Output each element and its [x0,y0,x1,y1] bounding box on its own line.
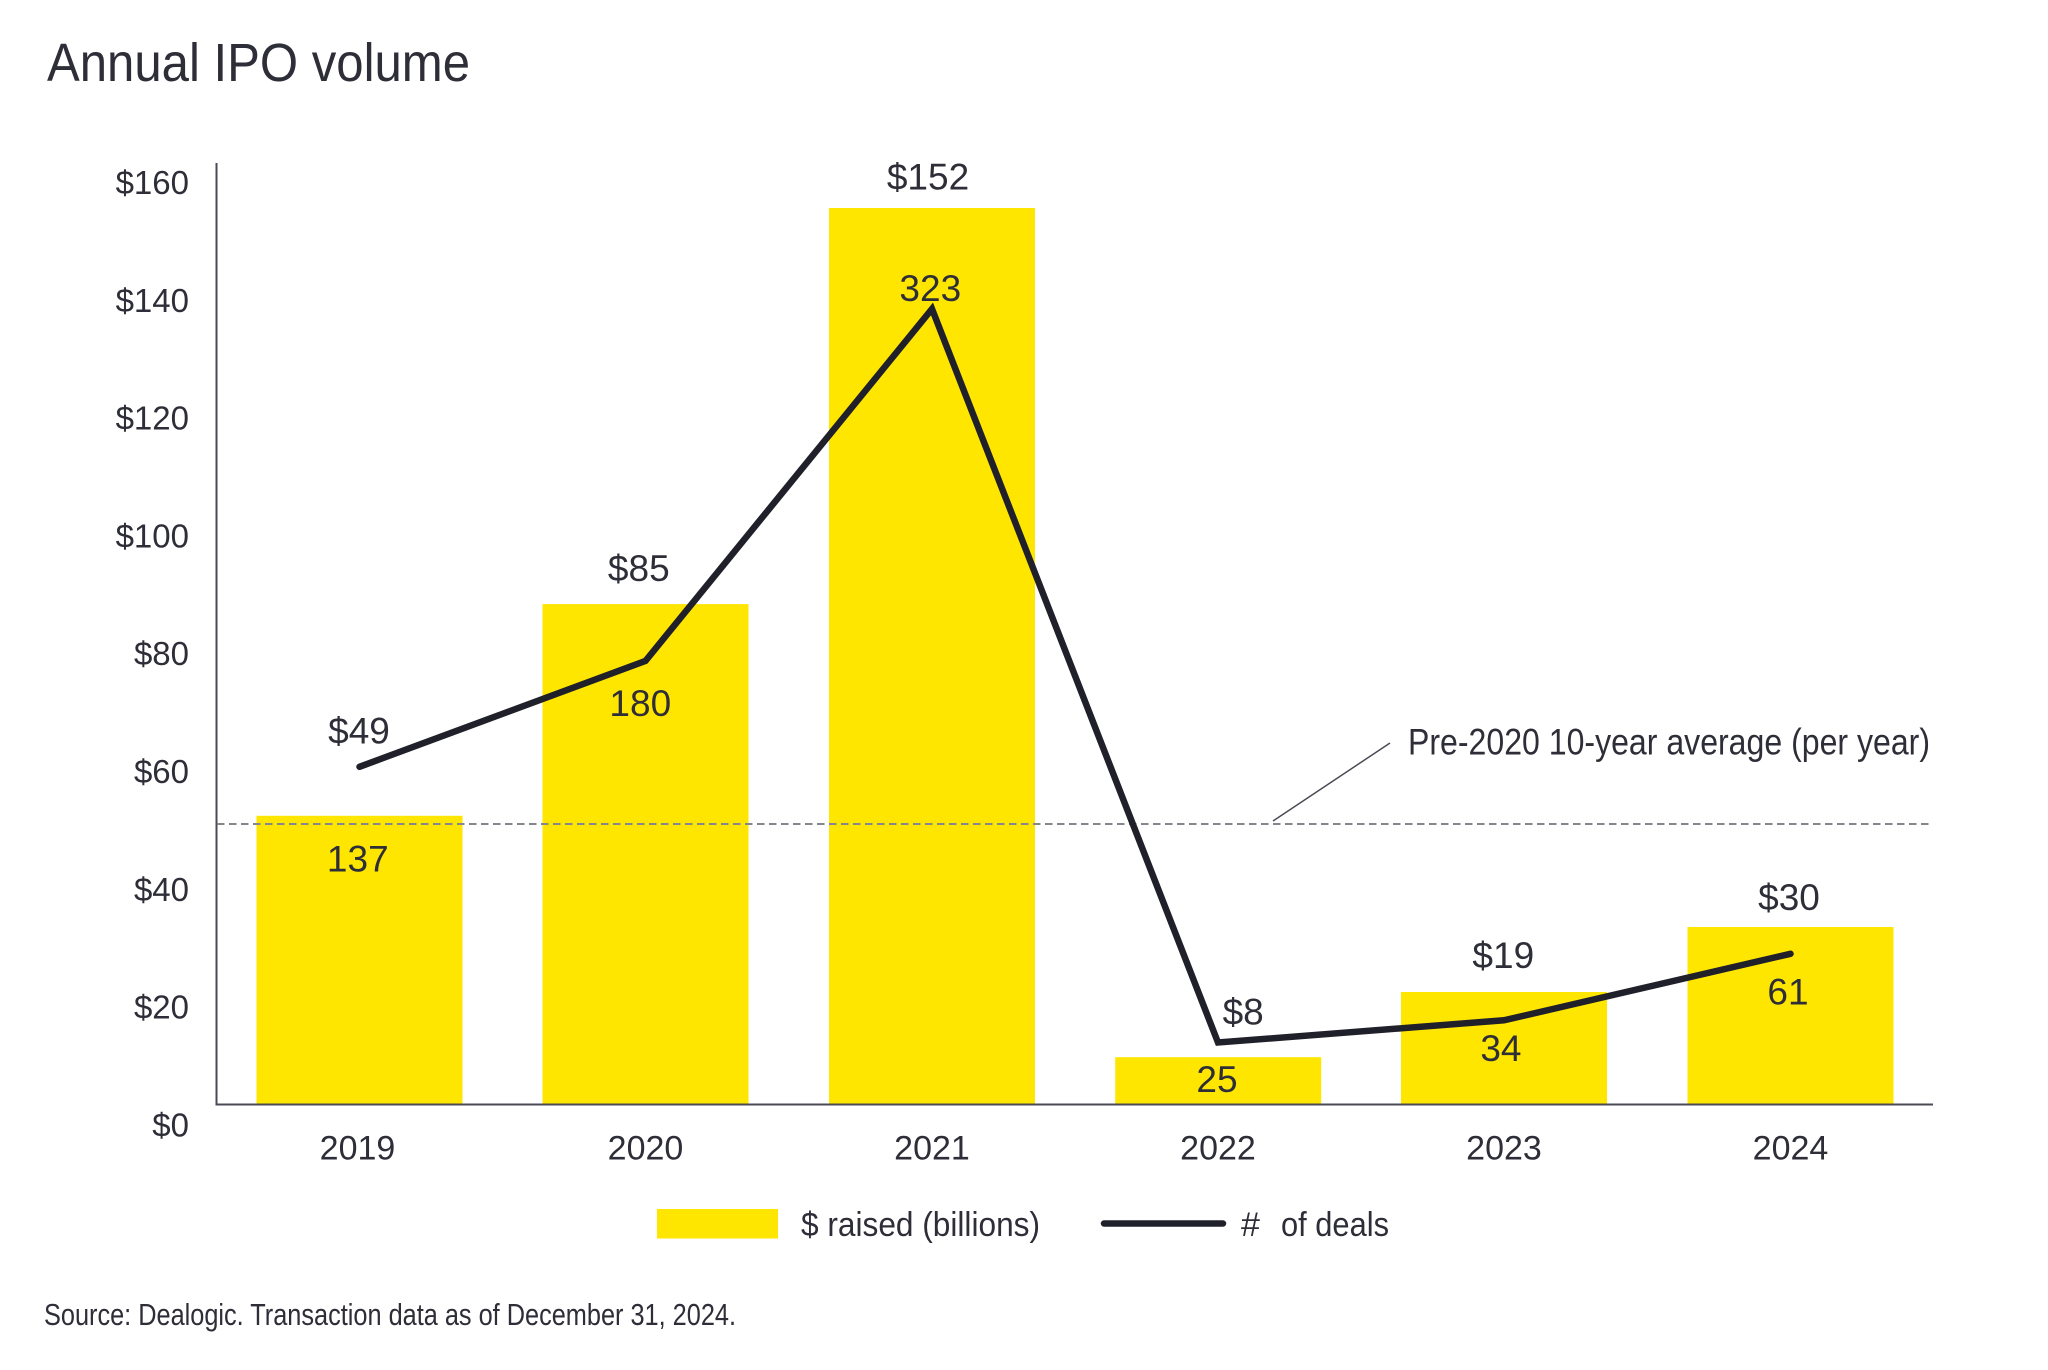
svg-text:$152: $152 [887,157,969,198]
svg-text:137: 137 [327,839,389,880]
svg-text:2019: 2019 [320,1129,396,1167]
svg-text:$100: $100 [116,517,189,554]
svg-text:$80: $80 [134,635,189,672]
svg-text:$85: $85 [608,548,670,589]
svg-text:$19: $19 [1472,935,1534,976]
svg-text:$40: $40 [134,871,189,908]
svg-text:61: 61 [1767,971,1808,1012]
svg-text:$ raised (billions): $ raised (billions) [801,1206,1040,1244]
svg-text:Annual IPO volume: Annual IPO volume [47,33,470,93]
svg-text:$49: $49 [328,711,390,752]
svg-text:$160: $160 [116,164,189,201]
svg-text:#: # [1241,1206,1260,1244]
svg-text:$20: $20 [134,989,189,1026]
svg-text:34: 34 [1480,1028,1521,1069]
svg-text:$0: $0 [152,1107,189,1144]
svg-text:2020: 2020 [608,1129,684,1167]
svg-text:$8: $8 [1223,992,1264,1033]
svg-text:180: 180 [609,683,671,724]
svg-text:of deals: of deals [1281,1206,1389,1244]
svg-text:323: 323 [899,268,961,309]
svg-text:2022: 2022 [1180,1129,1256,1167]
svg-text:$60: $60 [134,753,189,790]
svg-text:2023: 2023 [1466,1129,1542,1167]
svg-text:$120: $120 [116,400,189,437]
svg-text:25: 25 [1196,1059,1237,1100]
svg-text:Pre-2020 10-year average (per: Pre-2020 10-year average (per year) [1408,722,1930,763]
svg-text:Source: Dealogic. Transaction: Source: Dealogic. Transaction data as of… [44,1297,736,1332]
svg-text:2024: 2024 [1753,1129,1829,1167]
svg-text:2021: 2021 [894,1129,970,1167]
svg-text:$140: $140 [116,282,189,319]
svg-text:$30: $30 [1758,877,1820,918]
